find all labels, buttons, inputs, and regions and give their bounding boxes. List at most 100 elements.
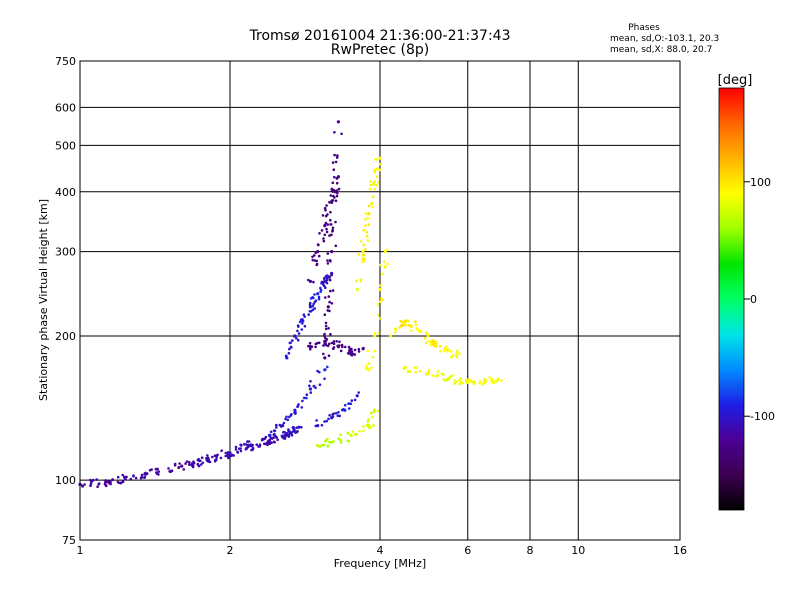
data-point — [418, 369, 422, 373]
data-point — [377, 331, 380, 335]
y-axis-ticks: 75 100 200 300 400 500 600 750 — [55, 55, 76, 547]
data-point — [312, 296, 315, 300]
data-point — [300, 425, 303, 429]
data-point — [364, 224, 367, 227]
x-axis-ticks: 1 2 4 6 8 10 16 — [77, 544, 688, 557]
data-point — [469, 378, 472, 382]
data-point — [425, 341, 428, 345]
data-point — [308, 384, 311, 388]
data-point — [496, 377, 500, 380]
data-point — [371, 195, 375, 199]
data-point — [145, 472, 149, 475]
data-point — [492, 381, 495, 385]
data-point — [414, 320, 417, 324]
data-point — [315, 263, 319, 267]
data-point — [322, 352, 325, 356]
data-point — [401, 320, 405, 324]
data-point — [330, 302, 334, 305]
data-point — [317, 295, 321, 299]
data-point — [386, 262, 390, 266]
data-point — [283, 430, 286, 434]
data-point — [369, 183, 373, 187]
data-point — [393, 327, 397, 331]
data-point — [362, 429, 365, 433]
data-point — [287, 433, 291, 436]
data-point — [97, 482, 100, 486]
data-point — [371, 182, 375, 186]
data-point — [444, 345, 448, 348]
colorbar-ticks: 100 0 -100 — [744, 176, 775, 423]
data-point — [324, 208, 327, 212]
data-point — [132, 475, 135, 478]
data-point — [289, 345, 293, 349]
data-point — [205, 457, 208, 460]
data-point — [325, 230, 329, 234]
data-point — [224, 451, 228, 455]
data-point — [330, 271, 333, 275]
data-point — [330, 189, 334, 192]
data-point — [334, 411, 338, 415]
data-point — [399, 320, 403, 323]
data-point — [303, 324, 307, 328]
data-point — [314, 251, 318, 255]
data-point — [91, 478, 95, 482]
data-point — [328, 414, 331, 417]
data-point — [317, 297, 321, 301]
data-point — [213, 454, 217, 458]
data-point — [327, 295, 331, 298]
data-point — [379, 300, 382, 304]
data-point — [309, 380, 312, 383]
data-point — [301, 399, 304, 403]
data-point — [377, 181, 380, 184]
data-point — [337, 187, 341, 191]
data-point — [483, 378, 486, 381]
data-point — [108, 480, 112, 483]
data-point — [298, 320, 302, 324]
data-point — [481, 383, 485, 386]
data-point — [109, 482, 112, 486]
data-point — [364, 212, 368, 215]
data-point — [296, 324, 300, 327]
data-point — [258, 444, 262, 448]
data-point — [334, 220, 337, 224]
data-point — [155, 471, 158, 474]
data-point — [311, 308, 315, 312]
data-point — [305, 396, 308, 400]
data-point — [313, 300, 317, 304]
data-point — [297, 332, 301, 335]
data-point — [311, 258, 315, 262]
data-point — [199, 463, 203, 466]
data-point — [324, 368, 327, 371]
data-point — [338, 344, 341, 347]
data-point — [273, 432, 276, 436]
data-point — [328, 259, 332, 262]
data-point — [292, 334, 296, 338]
data-point — [224, 454, 227, 458]
data-point — [445, 378, 449, 381]
data-point — [357, 391, 361, 394]
data-point — [302, 313, 306, 317]
data-point — [333, 131, 336, 134]
data-point — [334, 199, 338, 203]
data-point — [327, 417, 330, 421]
data-point — [295, 430, 299, 434]
data-point — [308, 301, 312, 305]
data-point — [305, 393, 309, 397]
data-point — [378, 156, 382, 160]
data-point — [300, 328, 304, 331]
data-point — [251, 446, 255, 450]
data-point — [461, 381, 465, 385]
data-point — [111, 478, 114, 482]
data-point — [357, 253, 360, 256]
data-point — [329, 210, 332, 214]
phases-legend-o: mean, sd,O:-103.1, 20.3 — [610, 34, 719, 44]
data-point — [324, 327, 328, 331]
chart-subtitle: RwPretec (8p) — [331, 42, 429, 58]
phases-legend-title: Phases — [628, 23, 660, 33]
data-point — [334, 244, 338, 248]
data-point — [178, 462, 181, 465]
data-point — [458, 352, 461, 355]
data-point — [267, 441, 271, 445]
data-point — [332, 342, 336, 346]
data-point — [379, 163, 382, 166]
